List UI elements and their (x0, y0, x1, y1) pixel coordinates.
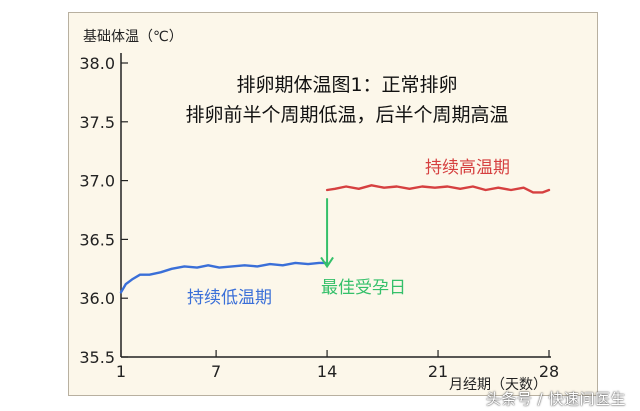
x-tick-label: 7 (211, 362, 221, 381)
y-tick-label: 35.5 (79, 348, 115, 367)
chart-svg: 35.5 36.0 36.5 37.0 37.5 38.0 1 7 14 21 28 基础体温（℃）… (79, 28, 559, 393)
y-tick-label: 37.5 (79, 113, 115, 132)
y-tick-label: 37.0 (79, 172, 115, 191)
arrow-head (320, 256, 334, 269)
y-axis-label: 基础体温（℃） (83, 28, 183, 45)
best-conception-annotation: 最佳受孕日 (321, 278, 406, 298)
high-temp-annotation: 持续高温期 (425, 158, 510, 178)
ticks: 35.5 36.0 36.5 37.0 37.5 38.0 1 7 14 21 28 (79, 54, 559, 381)
y-tick-label: 36.5 (79, 230, 115, 249)
chart-title-line-2: 排卵前半个周期低温，后半个周期高温 (185, 104, 508, 126)
series-line-1 (119, 261, 329, 294)
chart-panel: 35.5 36.0 36.5 37.0 37.5 38.0 1 7 14 21 28 基础体温（℃）… (68, 12, 598, 396)
low-temp-annotation: 持续低温期 (187, 288, 272, 308)
x-tick-label: 1 (116, 362, 126, 381)
chart-title-line-1: 排卵期体温图1：正常排卵 (236, 74, 457, 96)
x-axis-label: 月经期（天数） (449, 377, 547, 393)
x-tick-label: 21 (428, 362, 448, 381)
axes (120, 53, 551, 358)
y-tick-label: 36.0 (79, 289, 115, 308)
series (119, 184, 551, 294)
ovulation-arrow (320, 198, 334, 269)
x-tick-label: 14 (317, 362, 337, 381)
watermark: 头条号 / 快速问医生 (485, 390, 626, 408)
series-line-2 (325, 184, 551, 194)
y-tick-label: 38.0 (79, 54, 115, 73)
x-tick-label: 28 (539, 362, 559, 381)
